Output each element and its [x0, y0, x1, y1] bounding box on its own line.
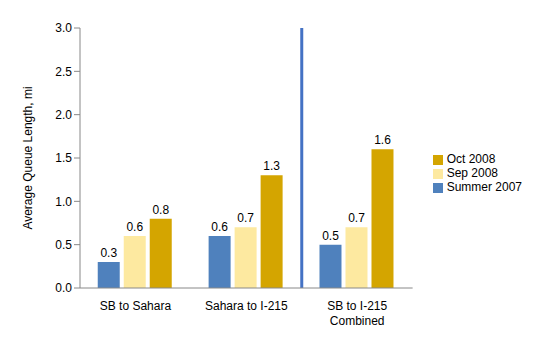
svg-text:0.6: 0.6 [211, 220, 228, 234]
svg-text:0.0: 0.0 [55, 281, 72, 295]
svg-text:1.6: 1.6 [374, 133, 391, 147]
svg-text:1.5: 1.5 [55, 151, 72, 165]
svg-text:0.7: 0.7 [348, 211, 365, 225]
svg-text:0.5: 0.5 [55, 238, 72, 252]
svg-text:Sahara to I-215: Sahara to I-215 [205, 299, 288, 313]
svg-text:1.0: 1.0 [55, 195, 72, 209]
svg-text:2.0: 2.0 [55, 108, 72, 122]
svg-text:1.3: 1.3 [263, 159, 280, 173]
svg-text:3.0: 3.0 [55, 21, 72, 35]
html-text:Sep 2008: Sep 2008 [446, 166, 498, 180]
html-text:Summer 2007: Summer 2007 [446, 180, 522, 194]
svg-text:SB to Sahara: SB to Sahara [100, 299, 172, 313]
svg-text:0.6: 0.6 [126, 220, 143, 234]
svg-text:0.5: 0.5 [322, 229, 339, 243]
svg-text:Average Queue Length, mi: Average Queue Length, mi [21, 86, 35, 229]
svg-text:0.3: 0.3 [100, 246, 117, 260]
svg-text:SB to I-215Combined: SB to I-215Combined [327, 299, 387, 328]
svg-text:0.7: 0.7 [237, 211, 254, 225]
svg-text:2.5: 2.5 [55, 65, 72, 79]
html-text:Oct 2008: Oct 2008 [446, 152, 496, 166]
svg-text:0.8: 0.8 [152, 203, 169, 217]
